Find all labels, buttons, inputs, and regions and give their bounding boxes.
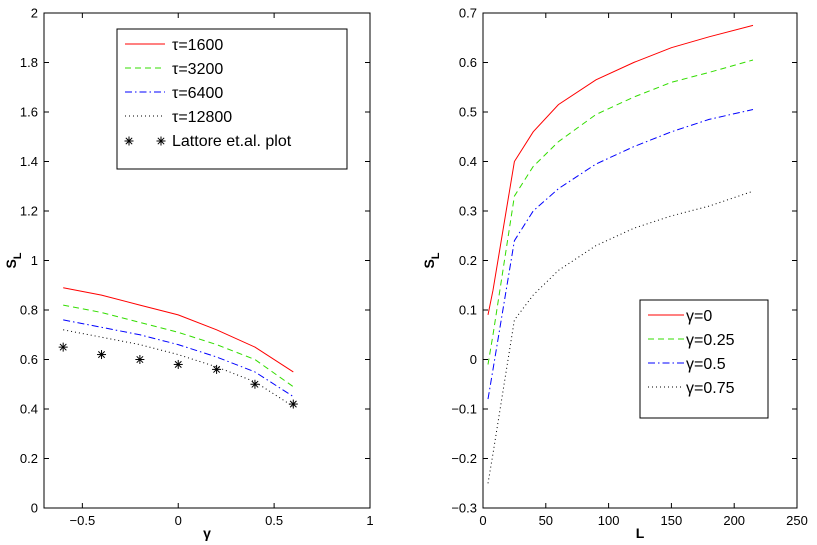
y-tick-label: 0.7 [459, 6, 477, 21]
y-tick-label: 1 [31, 253, 38, 268]
y-tick-label: 0.1 [459, 303, 477, 318]
x-axis-label: L [636, 525, 645, 541]
x-tick-label: 150 [661, 513, 683, 528]
legend-box [116, 28, 348, 170]
y-tick-label: 1.2 [20, 204, 38, 219]
y-tick-label: 0.4 [459, 154, 477, 169]
y-tick-label: 1.8 [20, 55, 38, 70]
legend-entry-label: τ=6400 [172, 85, 223, 102]
y-tick-label: 0.2 [459, 253, 477, 268]
y-axis-label-subscript: L [12, 252, 24, 259]
x-tick-label: −0.5 [70, 513, 96, 528]
x-tick-label: 0 [479, 513, 486, 528]
legend-marker-sample-stroke [125, 137, 133, 145]
y-tick-label: 0 [31, 501, 38, 516]
y-tick-label: 0.8 [20, 303, 38, 318]
series-line [487, 109, 754, 400]
y-tick-label: 0 [470, 352, 477, 367]
y-tick-label: 0.3 [459, 204, 477, 219]
x-tick-label: 250 [786, 513, 808, 528]
data-point-marker-stroke [59, 343, 67, 351]
left-chart-panel: −0.5 0 0.5 100.20.40.60.811.21.41.61.82γSLτ… [3, 6, 374, 542]
series-line [63, 287, 294, 373]
data-point-marker-stroke [251, 380, 259, 388]
legend-entry-label: γ=0.25 [686, 332, 735, 349]
data-point-marker-stroke [213, 365, 221, 373]
series-line [487, 59, 754, 365]
data-point-marker [135, 355, 145, 364]
x-tick-label: 200 [723, 513, 745, 528]
x-tick-label: 0.5 [265, 513, 283, 528]
data-point-marker [58, 342, 68, 352]
y-tick-label: 0.6 [459, 55, 477, 70]
legend-entry-label: γ=0.5 [686, 356, 726, 373]
y-axis-label-main: S [421, 259, 437, 268]
y-axis-label-subscript: L [430, 252, 442, 259]
y-tick-label: −0.2 [451, 451, 477, 466]
legend-box [639, 299, 769, 419]
y-tick-label: 0.5 [459, 105, 477, 120]
y-axis-label: SL [3, 252, 24, 268]
data-point-marker [212, 364, 222, 374]
series-line [487, 24, 754, 315]
series-line [63, 319, 294, 398]
legend-entry-label: γ=0.75 [686, 380, 735, 397]
data-point-marker [250, 379, 260, 389]
y-axis-label: SL [421, 252, 442, 268]
legend-entry-label: Lattore et.al. plot [172, 133, 292, 150]
y-tick-label: 2 [31, 6, 38, 21]
x-axis-label: γ [203, 525, 211, 541]
right-chart-panel: 0 50 100 150 200 250 −0.3 −0.2 −0.1 0 0.1 0.2 0.3 0.4… [421, 6, 808, 542]
data-point-marker-stroke [289, 400, 297, 408]
legend-entry-label: τ=1600 [172, 37, 223, 54]
y-tick-label: −0.3 [451, 501, 477, 516]
y-tick-label: 1.4 [20, 154, 38, 169]
legend-entry-label: τ=3200 [172, 61, 223, 78]
data-point-marker [97, 350, 107, 360]
legend-entry-label: τ=12800 [172, 109, 232, 126]
data-point-marker-stroke [174, 360, 182, 368]
data-point-marker [173, 359, 183, 369]
x-tick-label: 1 [366, 513, 373, 528]
x-tick-label: 100 [598, 513, 620, 528]
legend-marker-sample [156, 136, 166, 146]
legend-entry-label: γ=0 [686, 308, 712, 325]
y-tick-label: 0.2 [20, 451, 38, 466]
x-tick-label: 50 [539, 513, 553, 528]
legend-marker-sample-stroke [157, 137, 165, 145]
legend-marker-sample [124, 136, 134, 146]
y-axis-label-main: S [3, 259, 19, 268]
data-point-marker [288, 399, 298, 409]
data-point-marker-stroke [97, 351, 106, 359]
data-point-marker-stroke [136, 355, 144, 364]
y-tick-label: 1.6 [20, 105, 38, 120]
y-tick-label: 0.4 [20, 402, 38, 417]
y-tick-label: −0.1 [451, 402, 477, 417]
y-tick-label: 0.6 [20, 352, 38, 367]
x-tick-label: 0 [175, 513, 182, 528]
